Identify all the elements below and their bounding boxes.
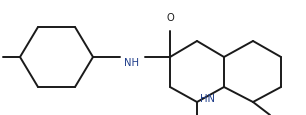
Text: HN: HN (200, 93, 215, 103)
Text: NH: NH (125, 58, 140, 67)
Text: O: O (166, 13, 174, 23)
